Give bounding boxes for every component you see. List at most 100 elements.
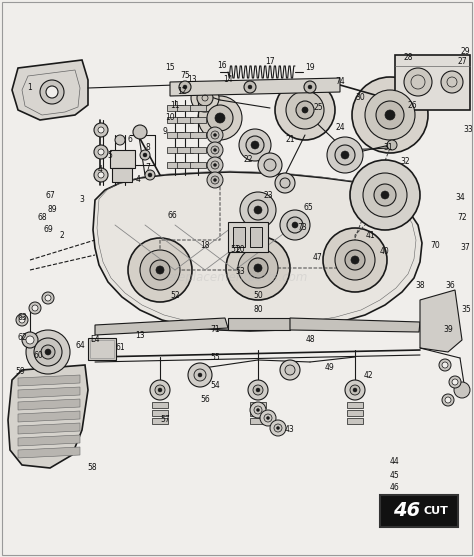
- Bar: [90, 340, 114, 358]
- Circle shape: [442, 362, 448, 368]
- Bar: [167, 105, 183, 111]
- Circle shape: [238, 248, 278, 288]
- Text: 12: 12: [177, 87, 187, 96]
- Circle shape: [26, 330, 70, 374]
- Circle shape: [32, 305, 38, 311]
- Bar: [250, 418, 266, 424]
- Circle shape: [350, 160, 420, 230]
- Text: 36: 36: [445, 281, 455, 290]
- Circle shape: [452, 379, 458, 385]
- Circle shape: [98, 149, 104, 155]
- Circle shape: [387, 140, 397, 150]
- Circle shape: [376, 101, 404, 129]
- Bar: [347, 418, 363, 424]
- Polygon shape: [18, 387, 80, 398]
- Circle shape: [188, 363, 212, 387]
- Circle shape: [239, 129, 271, 161]
- Circle shape: [98, 127, 104, 133]
- Circle shape: [133, 125, 147, 139]
- Text: 67: 67: [45, 190, 55, 199]
- Circle shape: [45, 349, 51, 355]
- Circle shape: [207, 172, 223, 188]
- Text: 26: 26: [407, 100, 417, 110]
- Text: 35: 35: [461, 305, 471, 315]
- Circle shape: [198, 373, 202, 377]
- Bar: [152, 402, 168, 408]
- Text: 47: 47: [313, 253, 323, 262]
- Circle shape: [140, 150, 150, 160]
- Circle shape: [454, 382, 470, 398]
- Bar: [347, 410, 363, 416]
- Text: 25: 25: [313, 104, 323, 113]
- Circle shape: [441, 71, 463, 93]
- Circle shape: [251, 141, 259, 149]
- Circle shape: [280, 210, 310, 240]
- Bar: [395, 55, 470, 110]
- Text: 55: 55: [210, 354, 220, 363]
- Text: 30: 30: [355, 94, 365, 102]
- Text: 76: 76: [410, 514, 420, 522]
- Bar: [177, 147, 193, 153]
- Polygon shape: [8, 365, 88, 468]
- Polygon shape: [18, 399, 80, 410]
- Text: 66: 66: [167, 211, 177, 219]
- Circle shape: [194, 369, 206, 381]
- Bar: [190, 147, 206, 153]
- Circle shape: [46, 86, 58, 98]
- Text: 10: 10: [165, 114, 175, 123]
- Text: 41: 41: [365, 231, 375, 240]
- Circle shape: [26, 336, 34, 344]
- Text: 58: 58: [87, 463, 97, 472]
- Bar: [347, 402, 363, 408]
- Text: 3: 3: [80, 196, 84, 204]
- Bar: [177, 162, 193, 168]
- Polygon shape: [228, 318, 290, 330]
- Circle shape: [248, 85, 252, 89]
- Bar: [228, 222, 268, 252]
- Circle shape: [260, 410, 276, 426]
- Polygon shape: [95, 318, 228, 335]
- Text: 72: 72: [457, 213, 467, 222]
- Circle shape: [140, 250, 180, 290]
- Circle shape: [335, 145, 355, 165]
- Polygon shape: [18, 411, 80, 422]
- Circle shape: [248, 380, 268, 400]
- Bar: [167, 132, 183, 138]
- Text: 34: 34: [455, 193, 465, 203]
- Circle shape: [327, 137, 363, 173]
- Text: 20: 20: [235, 246, 245, 255]
- Circle shape: [197, 90, 213, 106]
- Text: 69: 69: [43, 226, 53, 234]
- Circle shape: [264, 414, 272, 422]
- Circle shape: [207, 157, 223, 173]
- Text: 13: 13: [135, 330, 145, 340]
- Text: 32: 32: [400, 158, 410, 167]
- Text: 28: 28: [403, 53, 413, 62]
- Circle shape: [280, 360, 300, 380]
- Circle shape: [253, 385, 263, 395]
- Circle shape: [240, 192, 276, 228]
- Circle shape: [442, 394, 454, 406]
- Text: ereplacementparts.com: ereplacementparts.com: [166, 271, 308, 285]
- Circle shape: [191, 84, 219, 112]
- Circle shape: [158, 388, 162, 392]
- Text: 29: 29: [460, 47, 470, 56]
- Circle shape: [40, 80, 64, 104]
- Text: 51: 51: [230, 246, 240, 255]
- Circle shape: [41, 345, 55, 359]
- Circle shape: [276, 427, 280, 429]
- Circle shape: [275, 173, 295, 193]
- Text: CUT: CUT: [424, 506, 448, 516]
- Text: 89: 89: [47, 206, 57, 214]
- Polygon shape: [18, 423, 80, 434]
- Circle shape: [211, 131, 219, 139]
- Text: 56: 56: [200, 395, 210, 404]
- Circle shape: [213, 164, 217, 167]
- Circle shape: [213, 134, 217, 136]
- Text: 80: 80: [253, 305, 263, 315]
- Text: 8: 8: [146, 144, 150, 153]
- Circle shape: [286, 91, 324, 129]
- Text: 49: 49: [325, 364, 335, 373]
- Text: 46: 46: [393, 501, 420, 520]
- Circle shape: [345, 250, 365, 270]
